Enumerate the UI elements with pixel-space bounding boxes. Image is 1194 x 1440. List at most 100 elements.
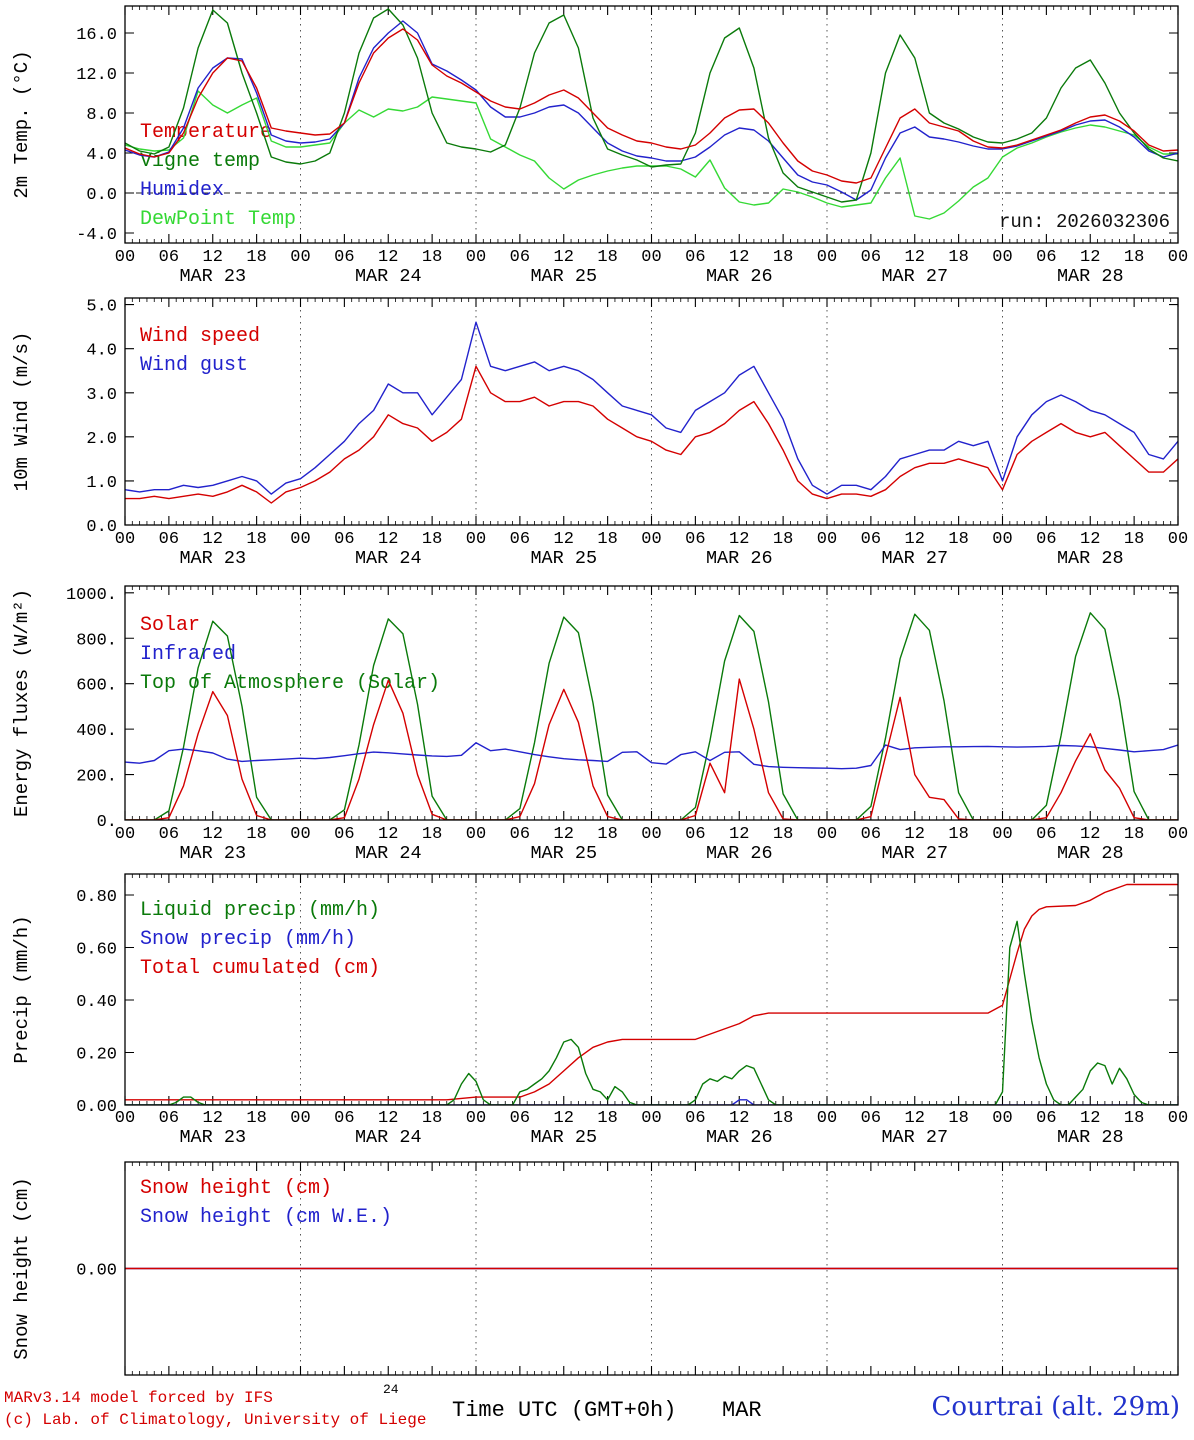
svg-text:00: 00 <box>992 1109 1012 1128</box>
svg-text:00: 00 <box>466 530 486 549</box>
svg-text:06: 06 <box>510 1109 530 1128</box>
footer: MARv3.14 model forced by IFS (c) Lab. of… <box>0 1380 1194 1440</box>
svg-text:600.: 600. <box>76 677 117 696</box>
temperature-panel: -4.0 0.0 4.0 8.0 12.0 16.0 00 06 12 18 00 06 12 18 00 0… <box>0 0 1194 290</box>
svg-text:MAR 25: MAR 25 <box>530 1127 597 1148</box>
svg-text:12: 12 <box>554 825 574 844</box>
svg-text:18: 18 <box>422 248 442 267</box>
svg-text:00: 00 <box>466 825 486 844</box>
svg-text:00: 00 <box>1168 530 1188 549</box>
svg-text:18: 18 <box>1124 825 1144 844</box>
svg-text:18: 18 <box>246 248 266 267</box>
svg-text:00: 00 <box>115 530 135 549</box>
svg-text:12: 12 <box>203 530 223 549</box>
svg-text:12: 12 <box>729 1109 749 1128</box>
svg-text:06: 06 <box>685 825 705 844</box>
svg-text:MAR 24: MAR 24 <box>355 548 422 569</box>
svg-text:00: 00 <box>115 825 135 844</box>
energy-fluxes-panel: 0. 200. 400. 600. 800. 1000. 00 06 12 18 00 06 12 18 0… <box>0 580 1194 868</box>
svg-text:MAR 23: MAR 23 <box>179 266 246 287</box>
svg-text:MAR 23: MAR 23 <box>179 1127 246 1148</box>
svg-text:Precip (mm/h): Precip (mm/h) <box>11 915 33 1063</box>
svg-text:00: 00 <box>817 530 837 549</box>
svg-text:10m Wind (m/s): 10m Wind (m/s) <box>11 332 33 492</box>
svg-text:18: 18 <box>773 530 793 549</box>
svg-text:12: 12 <box>378 248 398 267</box>
svg-text:MAR 24: MAR 24 <box>355 1127 422 1148</box>
svg-text:MAR 23: MAR 23 <box>179 548 246 569</box>
svg-text:00: 00 <box>1168 825 1188 844</box>
svg-text:MAR 26: MAR 26 <box>706 843 773 864</box>
svg-text:12: 12 <box>1080 825 1100 844</box>
svg-text:06: 06 <box>510 248 530 267</box>
svg-text:18: 18 <box>422 1109 442 1128</box>
svg-text:00: 00 <box>1168 248 1188 267</box>
snow-height-panel: 0.00 Snow height (cm) Snow height (cm) Snow… <box>0 1158 1194 1380</box>
svg-text:18: 18 <box>773 825 793 844</box>
svg-text:Top of Atmosphere (Solar): Top of Atmosphere (Solar) <box>140 672 440 695</box>
svg-text:0.00: 0.00 <box>76 1262 117 1281</box>
svg-text:18: 18 <box>948 1109 968 1128</box>
svg-text:1.0: 1.0 <box>86 474 117 493</box>
svg-text:06: 06 <box>1036 530 1056 549</box>
svg-text:06: 06 <box>685 530 705 549</box>
svg-text:8.0: 8.0 <box>86 106 117 125</box>
svg-text:18: 18 <box>1124 530 1144 549</box>
svg-text:12: 12 <box>905 1109 925 1128</box>
svg-text:06: 06 <box>861 825 881 844</box>
svg-text:12: 12 <box>203 825 223 844</box>
svg-text:MAR 27: MAR 27 <box>881 1127 948 1148</box>
svg-text:12: 12 <box>729 248 749 267</box>
svg-text:18: 18 <box>948 825 968 844</box>
time-axis-title: Time UTC (GMT+0h) <box>452 1398 677 1423</box>
svg-text:00: 00 <box>641 825 661 844</box>
svg-text:DewPoint Temp: DewPoint Temp <box>140 208 296 231</box>
svg-text:Wind speed: Wind speed <box>140 325 260 348</box>
wind-panel: 0.0 1.0 2.0 3.0 4.0 5.0 00 06 12 18 00 06 12 18 00 06 12… <box>0 290 1194 580</box>
svg-text:12: 12 <box>378 1109 398 1128</box>
page-number: 24 <box>383 1382 399 1397</box>
svg-text:0.20: 0.20 <box>76 1046 117 1065</box>
svg-text:00: 00 <box>817 825 837 844</box>
svg-text:12: 12 <box>554 1109 574 1128</box>
svg-text:12: 12 <box>729 825 749 844</box>
svg-text:Liquid precip (mm/h): Liquid precip (mm/h) <box>140 899 380 922</box>
svg-text:18: 18 <box>597 248 617 267</box>
svg-text:00: 00 <box>641 530 661 549</box>
energy-fluxes-chart-svg: 0. 200. 400. 600. 800. 1000. 00 06 12 18 00 06 12 18 0… <box>11 585 1188 864</box>
month-label: MAR <box>722 1398 762 1423</box>
svg-text:06: 06 <box>1036 1109 1056 1128</box>
svg-text:Snow height (cm): Snow height (cm) <box>11 1177 33 1359</box>
svg-text:06: 06 <box>334 530 354 549</box>
precip-chart-svg: 0.00 0.20 0.40 0.60 0.80 00 06 12 18 00 06 12 18 00 06… <box>11 873 1188 1148</box>
svg-text:06: 06 <box>334 1109 354 1128</box>
svg-text:Humidex: Humidex <box>140 179 224 202</box>
svg-text:200.: 200. <box>76 768 117 787</box>
svg-text:00: 00 <box>1168 1109 1188 1128</box>
svg-text:12: 12 <box>1080 530 1100 549</box>
svg-text:12: 12 <box>1080 248 1100 267</box>
svg-text:06: 06 <box>510 825 530 844</box>
svg-text:12: 12 <box>1080 1109 1100 1128</box>
svg-text:12: 12 <box>378 530 398 549</box>
svg-text:MAR 28: MAR 28 <box>1057 548 1124 569</box>
svg-text:06: 06 <box>685 248 705 267</box>
svg-text:Infrared: Infrared <box>140 643 236 666</box>
precip-panel: 0.00 0.20 0.40 0.60 0.80 00 06 12 18 00 06 12 18 00 06… <box>0 868 1194 1158</box>
svg-text:00: 00 <box>115 248 135 267</box>
svg-text:MAR 25: MAR 25 <box>530 266 597 287</box>
svg-text:MAR 28: MAR 28 <box>1057 1127 1124 1148</box>
svg-text:MAR 25: MAR 25 <box>530 548 597 569</box>
svg-text:18: 18 <box>422 825 442 844</box>
svg-text:1000.: 1000. <box>66 586 117 605</box>
svg-text:0.00: 0.00 <box>76 1098 117 1117</box>
wind-chart-svg: 0.0 1.0 2.0 3.0 4.0 5.0 00 06 12 18 00 06 12 18 00 06 12… <box>11 297 1188 569</box>
svg-text:16.0: 16.0 <box>76 26 117 45</box>
svg-text:run: 2026032306: run: 2026032306 <box>999 211 1170 233</box>
svg-text:00: 00 <box>817 1109 837 1128</box>
svg-text:Energy fluxes (W/m²): Energy fluxes (W/m²) <box>11 589 33 817</box>
svg-text:06: 06 <box>1036 825 1056 844</box>
svg-text:800.: 800. <box>76 631 117 650</box>
svg-text:Total cumulated (cm): Total cumulated (cm) <box>140 957 380 980</box>
svg-text:00: 00 <box>992 825 1012 844</box>
